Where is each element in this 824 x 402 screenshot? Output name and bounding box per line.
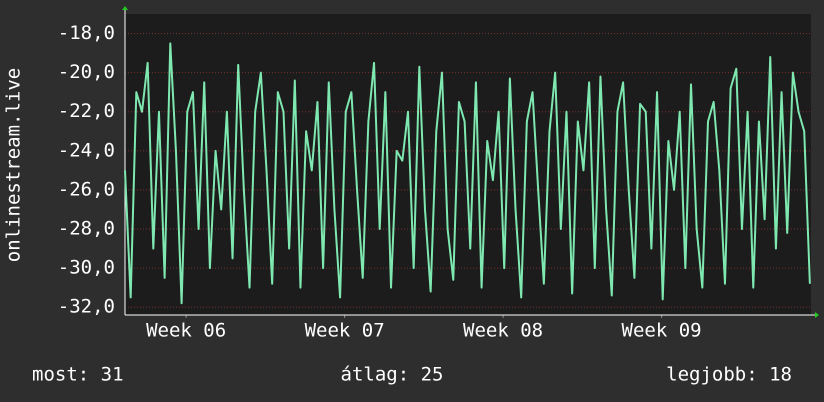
y-tick-label: -24,0 [58,139,115,161]
y-tick-label: -18,0 [58,22,115,44]
x-tick-label: Week 08 [463,320,543,342]
axis-arrow [815,312,819,318]
y-tick-label: -26,0 [58,178,115,200]
y-tick-label: -20,0 [58,61,115,83]
y-tick-label: -32,0 [58,296,115,318]
y-tick-label: -22,0 [58,100,115,122]
footer-best: legjobb: 18 [666,364,792,386]
y-tick-label: -28,0 [58,218,115,240]
x-tick-label: Week 09 [622,320,702,342]
plot-area [125,14,811,315]
series-line [124,42,811,305]
y-tick-label: -30,0 [58,257,115,279]
x-tick-label: Week 07 [305,320,385,342]
footer-average: átlag: 25 [341,364,444,386]
footer-current: most: 31 [32,364,124,386]
x-tick-label: Week 06 [146,320,226,342]
axis-arrow [122,6,128,10]
y-axis-label: onlinestream.live [3,68,25,262]
